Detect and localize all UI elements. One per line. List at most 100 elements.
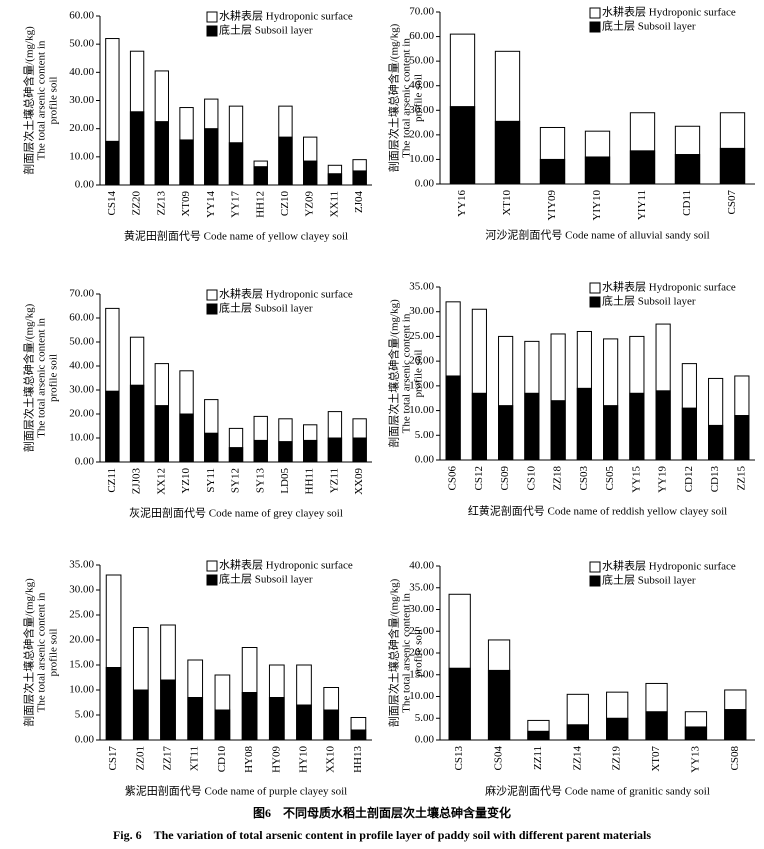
y-tick-label: 5.00 — [75, 709, 95, 721]
bar — [214, 709, 231, 741]
y-tick-label: 0.00 — [75, 734, 95, 746]
y-tick-label: 25.00 — [409, 625, 434, 637]
bar — [550, 400, 566, 461]
x-tick-label: ZZ14 — [571, 746, 583, 771]
y-tick-label: 10.00 — [69, 432, 94, 444]
x-tick-label: CS13 — [453, 746, 465, 771]
y-tick-label: 60.00 — [409, 30, 434, 42]
x-tick-label: XT11 — [189, 746, 201, 771]
legend-label: 底土层 Subsoil layer — [602, 573, 696, 587]
x-tick-label: HH13 — [352, 746, 364, 773]
legend-label: 底土层 Subsoil layer — [219, 23, 313, 37]
x-tick-label: CS04 — [493, 746, 505, 771]
x-tick-label: CS08 — [729, 746, 741, 771]
x-axis-label: 灰泥田剖面代号 Code name of grey clayey soil — [129, 506, 343, 520]
bar — [204, 128, 219, 186]
bar — [327, 173, 343, 186]
bar — [253, 439, 268, 463]
bar — [566, 724, 589, 741]
bar — [204, 432, 219, 463]
legend-label: 水耕表层 Hydroponic surface — [602, 280, 736, 294]
x-axis-label: 黄泥田剖面代号 Code name of yellow clayey soil — [124, 229, 348, 243]
y-tick-label: 0.00 — [415, 178, 435, 190]
bar — [352, 170, 367, 186]
y-tick-label: 15.00 — [409, 668, 434, 680]
bar — [303, 439, 318, 463]
y-tick-label: 20.00 — [69, 408, 94, 420]
x-tick-label: XX12 — [155, 468, 167, 495]
legend-swatch — [206, 574, 218, 586]
y-axis-label: 剖面层次土壤总砷含量/(mg/kg) — [387, 299, 401, 448]
x-tick-label: ZZ17 — [162, 746, 174, 771]
x-tick-label: XX10 — [325, 746, 337, 773]
legend-label: 底土层 Subsoil layer — [602, 294, 696, 308]
x-tick-label: CS09 — [499, 466, 511, 491]
x-tick-label: YY14 — [205, 191, 217, 218]
y-tick-label: 30.00 — [409, 104, 434, 116]
bar — [160, 679, 176, 741]
legend-label: 底土层 Subsoil layer — [219, 572, 313, 586]
x-tick-label: HH12 — [254, 191, 266, 218]
y-tick-label: 20.00 — [409, 128, 434, 140]
legend-swatch — [589, 296, 601, 308]
y-tick-label: 10.00 — [69, 150, 94, 162]
y-axis-label: The total arsenic content in — [401, 313, 413, 433]
legend-swatch — [206, 25, 218, 37]
bar — [296, 704, 312, 741]
x-tick-label: YZ10 — [180, 468, 192, 494]
bar — [327, 437, 343, 463]
y-tick-label: 0.00 — [415, 454, 435, 466]
y-tick-label: 35.00 — [409, 581, 434, 593]
x-tick-label: CS05 — [604, 466, 616, 491]
legend-swatch — [589, 575, 601, 587]
bar — [179, 139, 194, 186]
x-tick-label: SY12 — [230, 468, 242, 493]
bar — [352, 437, 367, 463]
x-tick-label: CS10 — [525, 466, 537, 491]
y-tick-label: 30.00 — [409, 305, 434, 317]
y-tick-label: 15.00 — [409, 379, 434, 391]
bar — [448, 667, 471, 741]
bar — [681, 407, 697, 461]
bar — [471, 392, 487, 461]
y-axis-label: profile soil — [48, 354, 60, 402]
y-tick-label: 35.00 — [69, 559, 94, 571]
x-tick-label: HY08 — [243, 746, 255, 773]
bar — [629, 392, 645, 461]
y-tick-label: 30.00 — [69, 384, 94, 396]
y-axis-label: The total arsenic content in — [36, 318, 48, 438]
x-tick-label: CD10 — [216, 746, 228, 773]
bar — [129, 384, 145, 463]
y-axis-label: 剖面层次土壤总砷含量/(mg/kg) — [387, 578, 401, 727]
x-tick-label: CS12 — [473, 466, 485, 490]
bar — [241, 692, 258, 741]
bar — [350, 729, 367, 741]
y-axis-label: The total arsenic content in — [401, 38, 413, 158]
y-tick-label: 5.00 — [415, 429, 435, 441]
bar — [576, 387, 592, 461]
bar — [323, 709, 340, 741]
legend-swatch — [589, 7, 601, 19]
y-tick-label: 40.00 — [409, 79, 434, 91]
x-tick-label: ZJ04 — [353, 191, 365, 214]
bar — [494, 120, 521, 185]
y-axis-label: profile soil — [413, 629, 425, 677]
bar — [179, 413, 194, 463]
x-tick-label: XX11 — [328, 191, 340, 217]
legend-swatch — [206, 560, 218, 572]
y-tick-label: 0.00 — [75, 179, 95, 191]
y-axis-label: profile soil — [413, 350, 425, 398]
bar — [154, 121, 169, 186]
y-tick-label: 60.00 — [69, 10, 94, 22]
x-tick-label: CZ11 — [106, 468, 118, 493]
y-tick-label: 5.00 — [415, 712, 435, 724]
bar — [303, 160, 318, 186]
x-tick-label: ZZ01 — [134, 746, 146, 770]
y-tick-label: 10.00 — [409, 690, 434, 702]
y-tick-label: 35.00 — [409, 281, 434, 293]
x-tick-label: YIY09 — [546, 190, 558, 221]
bar — [655, 390, 671, 461]
bar — [105, 140, 120, 186]
y-tick-label: 30.00 — [409, 603, 434, 615]
